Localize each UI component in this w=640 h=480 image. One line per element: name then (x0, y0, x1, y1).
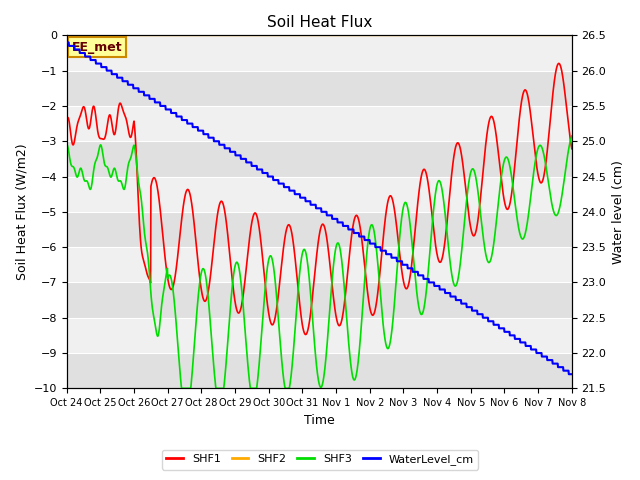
Bar (67, 212, 572, 247)
Bar (67, 71, 572, 106)
Y-axis label: Water level (cm): Water level (cm) (612, 160, 625, 264)
Bar (67, 36, 572, 71)
Title: Soil Heat Flux: Soil Heat Flux (267, 15, 372, 30)
Bar (67, 106, 572, 141)
Bar (67, 177, 572, 212)
Bar (67, 318, 572, 353)
Bar (67, 353, 572, 388)
Bar (67, 282, 572, 318)
Text: EE_met: EE_met (72, 41, 122, 54)
Bar (67, 247, 572, 282)
Legend: SHF1, SHF2, SHF3, WaterLevel_cm: SHF1, SHF2, SHF3, WaterLevel_cm (162, 450, 478, 469)
X-axis label: Time: Time (304, 414, 335, 427)
Y-axis label: Soil Heat Flux (W/m2): Soil Heat Flux (W/m2) (15, 144, 28, 280)
Bar (67, 141, 572, 177)
